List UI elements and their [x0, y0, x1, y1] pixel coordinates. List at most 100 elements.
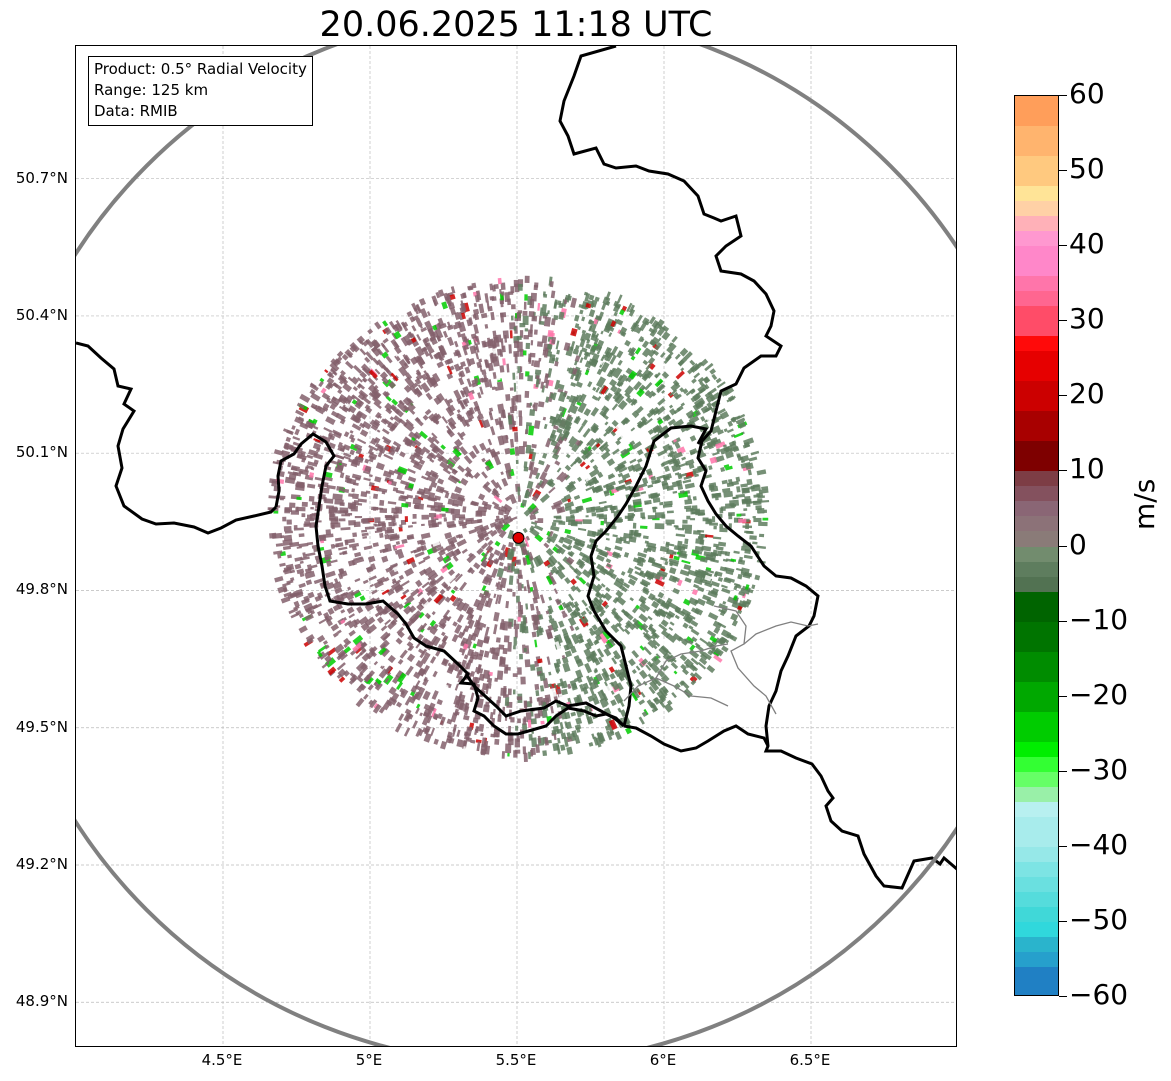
echo-gate — [515, 725, 519, 731]
echo-gate — [353, 521, 361, 528]
colorbar-band — [1015, 711, 1058, 743]
echo-gate — [719, 566, 728, 572]
echo-gate — [442, 555, 451, 564]
echo-gate — [476, 639, 484, 648]
colorbar-band — [1015, 186, 1058, 202]
echo-gate — [608, 332, 613, 338]
echo-gate — [596, 554, 605, 562]
echo-gate — [452, 572, 461, 581]
map-canvas[interactable] — [76, 46, 957, 1047]
colorbar-tick-mark — [1059, 845, 1067, 847]
echo-gate — [673, 439, 678, 443]
echo-gate — [489, 283, 494, 291]
echo-gate — [631, 689, 640, 700]
echo-gate — [684, 529, 692, 535]
echo-gate — [677, 527, 685, 531]
echo-gate — [694, 410, 702, 417]
echo-gate — [587, 437, 597, 448]
echo-gate — [693, 362, 704, 372]
echo-gate — [409, 454, 416, 461]
echo-gate — [419, 568, 428, 576]
echo-gate — [334, 454, 345, 460]
map-title: 20.06.2025 11:18 UTC — [319, 5, 713, 45]
echo-gate — [478, 493, 486, 501]
echo-gate — [758, 488, 769, 494]
echo-gate — [570, 327, 578, 337]
echo-gate — [318, 534, 325, 542]
echo-gate — [407, 476, 417, 483]
echo-gate — [648, 623, 654, 629]
echo-gate — [623, 532, 634, 539]
echo-gate — [537, 658, 543, 664]
echo-gate — [407, 401, 416, 411]
echo-gate — [383, 326, 392, 336]
radar-site-marker[interactable] — [512, 531, 525, 544]
echo-gate — [676, 405, 684, 412]
echo-gate — [530, 567, 535, 574]
echo-gate — [529, 527, 540, 538]
echo-gate — [392, 441, 402, 448]
echo-gate — [380, 625, 388, 632]
echo-gate — [715, 637, 724, 646]
echo-gate — [625, 367, 633, 375]
echo-gate — [688, 463, 695, 469]
echo-gate — [576, 394, 583, 404]
echo-gate — [658, 623, 668, 632]
echo-gate — [613, 655, 618, 660]
echo-gate — [507, 688, 512, 696]
echo-gate — [479, 386, 484, 395]
echo-gate — [633, 381, 642, 391]
echo-gate — [426, 569, 437, 579]
echo-gate — [437, 521, 442, 525]
echo-gate — [475, 343, 480, 353]
echo-gate — [289, 541, 300, 548]
echo-gate — [330, 559, 338, 564]
echo-gate — [688, 597, 699, 606]
radar-map[interactable] — [75, 45, 957, 1047]
echo-gate — [498, 420, 505, 430]
echo-gate — [551, 729, 557, 735]
echo-gate — [391, 578, 397, 583]
echo-gate — [588, 742, 594, 747]
echo-gate — [712, 492, 721, 498]
echo-gate — [608, 666, 616, 674]
echo-gate — [455, 534, 461, 539]
echo-gate — [452, 621, 458, 627]
echo-gate — [511, 304, 516, 310]
echo-gate — [490, 733, 496, 738]
echo-gate — [461, 659, 467, 667]
echo-gate — [342, 444, 351, 451]
echo-gate — [586, 675, 593, 686]
echo-gate — [610, 384, 618, 393]
echo-gate — [550, 525, 560, 532]
echo-gate — [549, 429, 557, 439]
colorbar-band — [1015, 381, 1058, 412]
echo-gate — [426, 475, 437, 483]
echo-gate — [605, 300, 611, 306]
echo-gate — [596, 604, 606, 615]
echo-gate — [324, 570, 336, 579]
echo-gate — [666, 597, 673, 604]
echo-gate — [532, 614, 541, 626]
echo-gate — [452, 514, 456, 521]
echo-gate — [398, 574, 405, 581]
echo-gate — [738, 556, 743, 563]
echo-gate — [597, 689, 607, 702]
echo-gate — [408, 605, 417, 613]
echo-gate — [679, 654, 688, 662]
echo-gate — [394, 352, 399, 358]
echo-gate — [705, 569, 715, 574]
echo-gate — [539, 478, 549, 489]
echo-gate — [389, 416, 395, 421]
echo-gate — [462, 740, 467, 750]
echo-gate — [294, 591, 304, 599]
echo-gate — [367, 450, 374, 456]
echo-gate — [683, 598, 691, 606]
echo-gate — [604, 642, 613, 650]
echo-gate — [546, 557, 556, 568]
echo-gate — [421, 514, 429, 520]
echo-gate — [511, 405, 518, 412]
echo-gate — [743, 508, 748, 511]
echo-gate — [657, 591, 665, 599]
longitude-label: 6.5°E — [789, 1051, 831, 1069]
